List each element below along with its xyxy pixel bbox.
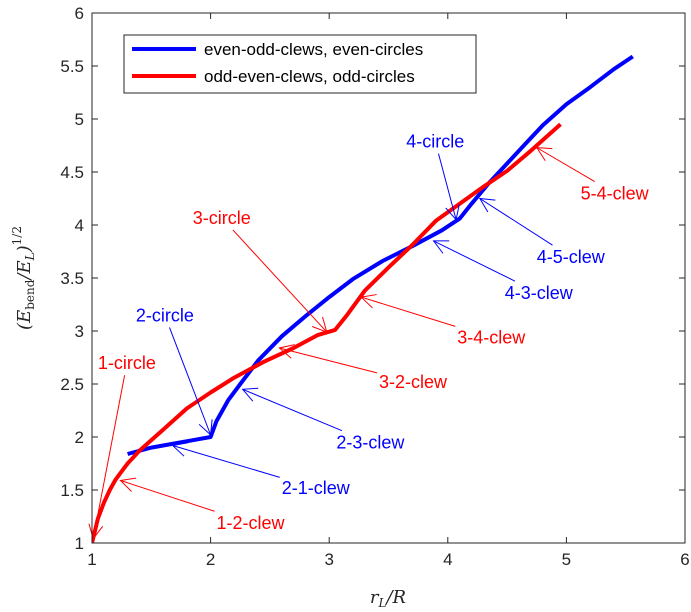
x-axis-label: rL/R [370, 587, 406, 610]
annotation-arrow-line [433, 240, 516, 282]
annotation-label: 1-circle [98, 353, 156, 373]
annotation-3-2-clew: 3-2-clew [278, 344, 448, 392]
annotation-arrow-head [119, 477, 137, 492]
annotation-3-4-clew: 3-4-clew [360, 294, 526, 348]
annotation-arrow-line [92, 375, 126, 539]
annotation-arrow-line [169, 327, 212, 436]
annotation-arrow-head [360, 294, 377, 309]
annotation-arrow-head [278, 344, 295, 359]
y-tick-label: 3 [75, 322, 84, 341]
y-tick-label: 6 [75, 4, 84, 23]
x-tick-label: 5 [562, 550, 571, 569]
annotation-arrow-head [478, 197, 496, 213]
x-tick-label: 4 [443, 550, 452, 569]
annotation-label: 3-4-clew [457, 328, 526, 348]
y-tick-label: 1.5 [60, 481, 84, 500]
annotation-label: 4-5-clew [537, 247, 606, 267]
annotation-arrow-line [479, 198, 553, 246]
y-tick-label: 4.5 [60, 163, 84, 182]
legend-label-odd: odd-even-clews, odd-circles [204, 67, 415, 86]
y-tick-label: 2.5 [60, 375, 84, 394]
annotation-label: 2-1-clew [282, 478, 351, 498]
annotation-4-circle: 4-circle [406, 132, 464, 221]
y-axis-label: (Ebend/EL)1/2 [10, 226, 37, 330]
x-tick-label: 3 [324, 550, 333, 569]
annotation-label: 5-4-clew [581, 184, 650, 204]
x-tick-label: 6 [680, 550, 689, 569]
annotation-label: 1-2-clew [217, 513, 286, 533]
x-tick-label: 1 [87, 550, 96, 569]
annotation-arrow-line [361, 296, 456, 327]
annotation-label: 4-circle [406, 132, 464, 152]
annotation-1-2-clew: 1-2-clew [119, 477, 286, 533]
x-tick-label: 2 [206, 550, 215, 569]
y-tick-label: 2 [75, 428, 84, 447]
annotation-arrow-head [171, 442, 189, 457]
annotation-4-5-clew: 4-5-clew [478, 197, 606, 267]
annotation-4-3-clew: 4-3-clew [432, 240, 574, 303]
annotation-arrow-line [232, 229, 328, 333]
svg-text:rL/R: rL/R [370, 587, 406, 610]
plot-background [92, 13, 685, 543]
annotation-layer: 1-circle 1-2-clew 2-circle 2-1-clew 2-3-clew… [88, 132, 650, 540]
y-tick-label: 4 [75, 216, 84, 235]
annotation-arrow-head [88, 523, 104, 540]
annotation-arrow-line [279, 347, 378, 374]
tick-layer: 1 2 3 4 5 6 1 1.5 2 2.5 3 3.5 4 4.5 5 5.5 6 [60, 4, 689, 569]
y-tick-label: 1 [75, 534, 84, 553]
annotation-arrow-head [445, 204, 460, 221]
annotation-arrow-head [198, 419, 213, 436]
annotation-arrow-head [535, 147, 553, 162]
legend-box [123, 34, 477, 94]
annotation-label: 4-3-clew [505, 283, 574, 303]
annotation-arrow-line [536, 147, 595, 182]
annotation-arrow-head [241, 387, 259, 402]
annotation-label: 2-circle [136, 305, 194, 325]
annotation-arrow-line [242, 388, 343, 432]
annotation-arrow-line [172, 445, 280, 478]
legend-label-even: even-odd-clews, even-circles [204, 40, 423, 59]
annotation-2-1-clew: 2-1-clew [171, 442, 351, 498]
annotation-arrow-line [438, 153, 457, 220]
y-tick-label: 5 [75, 110, 84, 129]
series-line-0 [127, 54, 634, 456]
y-tick-label: 5.5 [60, 57, 84, 76]
annotation-arrow-head [432, 240, 450, 254]
annotation-arrow-head [312, 316, 328, 333]
plot-area: 1-circle 1-2-clew 2-circle 2-1-clew 2-3-clew… [60, 4, 689, 569]
annotation-3-circle: 3-circle [193, 208, 328, 333]
y-tick-label: 3.5 [60, 269, 84, 288]
annotation-arrow-line [120, 479, 215, 512]
legend: even-odd-clews, even-circles odd-even-cl… [123, 34, 477, 94]
series-line-1 [92, 122, 562, 543]
annotation-5-4-clew: 5-4-clew [535, 147, 650, 204]
svg-text:(Ebend/EL)1/2: (Ebend/EL)1/2 [10, 226, 37, 330]
annotation-1-circle: 1-circle [88, 353, 156, 540]
annotation-label: 3-circle [193, 208, 251, 228]
annotation-2-3-clew: 2-3-clew [241, 387, 405, 453]
series-layer [92, 54, 634, 543]
annotation-label: 3-2-clew [379, 372, 448, 392]
annotation-label: 2-3-clew [336, 433, 405, 453]
annotation-2-circle: 2-circle [136, 305, 213, 436]
